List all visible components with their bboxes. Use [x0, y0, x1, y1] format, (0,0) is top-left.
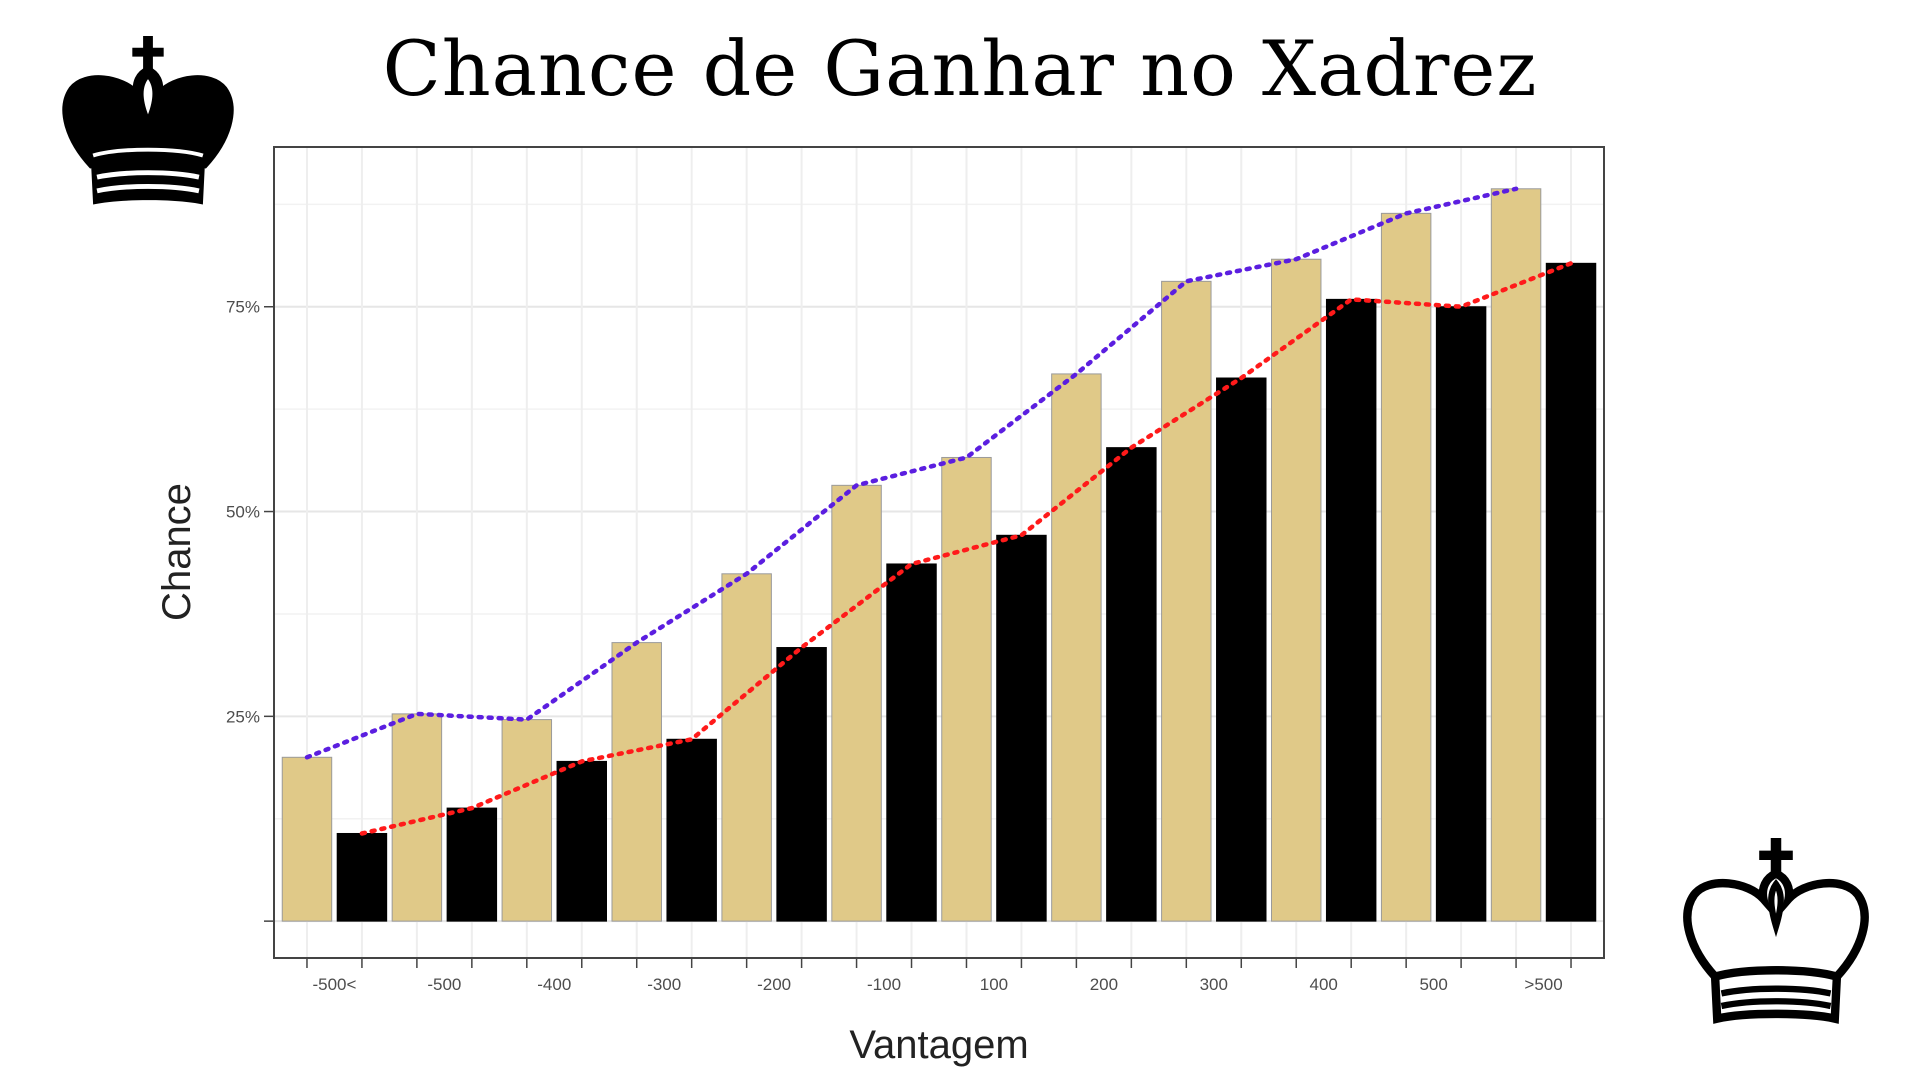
- x-tick-label: 500: [1419, 975, 1447, 994]
- x-tick-label: 200: [1090, 975, 1118, 994]
- y-tick-label: 50%: [226, 503, 260, 522]
- bar-black: [556, 760, 607, 922]
- white-win-line: [304, 186, 1519, 760]
- bar-black: [1545, 262, 1597, 922]
- bar-white: [941, 456, 992, 922]
- x-axis: -500< -500 -400 -300 -200 -100 100 200 300 400 500…: [306, 958, 1572, 994]
- x-tick-label: -200: [757, 975, 791, 994]
- bar-white: [1271, 258, 1322, 922]
- bar-black: [776, 647, 827, 922]
- y-axis: 25% 50% 75%: [226, 298, 274, 922]
- black-win-line: [359, 261, 1574, 836]
- plot-panel: [273, 146, 1605, 959]
- x-axis-label: Vantagem: [849, 1023, 1028, 1067]
- x-tick-label: -100: [867, 975, 901, 994]
- bar-white: [1161, 280, 1212, 922]
- y-tick-label: 25%: [226, 707, 260, 726]
- bar-white: [1380, 212, 1432, 922]
- trend-lines: [304, 186, 1574, 836]
- x-tick-label: 100: [980, 975, 1008, 994]
- chart-title: Chance de Ganhar no Xadrez: [382, 24, 1538, 113]
- bar-white: [1051, 373, 1102, 922]
- bar-white: [501, 719, 553, 922]
- bar-black: [336, 832, 388, 922]
- bar-white: [1490, 188, 1542, 922]
- bar-black: [446, 807, 498, 922]
- x-tick-label: 300: [1200, 975, 1228, 994]
- x-tick-label: -500: [427, 975, 461, 994]
- bar-white: [611, 642, 662, 922]
- y-tick-label: 75%: [226, 298, 260, 317]
- bar-white: [831, 484, 882, 922]
- bar-black: [666, 738, 717, 922]
- y-axis-label: Chance: [155, 483, 199, 621]
- bar-black: [1435, 306, 1487, 922]
- x-tick-label: >500: [1524, 975, 1562, 994]
- bar-black: [1216, 377, 1267, 922]
- x-tick-label: -500<: [312, 975, 356, 994]
- black-king-icon: [62, 36, 234, 205]
- bars: [281, 188, 1597, 922]
- bar-white: [281, 756, 333, 922]
- bar-black: [886, 563, 937, 922]
- bar-black: [1325, 298, 1377, 922]
- bar-black: [996, 534, 1047, 922]
- x-tick-label: -400: [537, 975, 571, 994]
- bar-black: [1106, 447, 1157, 922]
- x-tick-label: -300: [647, 975, 681, 994]
- x-tick-label: 400: [1310, 975, 1338, 994]
- white-king-icon: [1683, 838, 1869, 1024]
- bar-white: [721, 573, 772, 922]
